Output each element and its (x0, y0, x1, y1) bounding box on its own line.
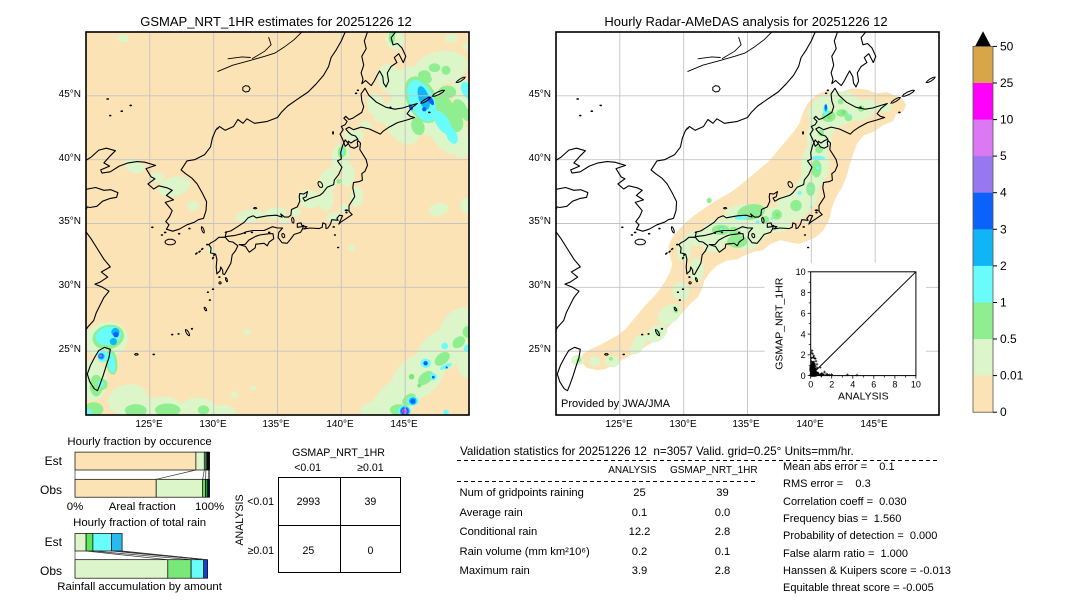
svg-text:0: 0 (808, 380, 813, 390)
svg-text:0.5: 0.5 (1000, 332, 1017, 346)
svg-text:25: 25 (1000, 76, 1014, 90)
svg-text:GSMAP_NRT_1HR: GSMAP_NRT_1HR (774, 277, 786, 369)
svg-text:2: 2 (1000, 259, 1007, 273)
svg-text:8: 8 (892, 380, 897, 390)
svg-text:4: 4 (850, 380, 855, 390)
svg-text:Provided by JWA/JMA: Provided by JWA/JMA (561, 398, 671, 410)
svg-text:10: 10 (1000, 113, 1014, 127)
svg-text:ANALYSIS: ANALYSIS (838, 391, 889, 403)
svg-text:1: 1 (1000, 296, 1007, 310)
svg-text:6: 6 (871, 380, 876, 390)
svg-text:0: 0 (1000, 405, 1007, 419)
svg-text:10: 10 (796, 267, 806, 277)
svg-text:10: 10 (911, 380, 921, 390)
svg-text:0.01: 0.01 (1000, 369, 1024, 383)
svg-text:2: 2 (801, 350, 806, 360)
svg-text:0: 0 (801, 371, 806, 381)
svg-text:6: 6 (801, 309, 806, 319)
svg-text:5: 5 (1000, 149, 1007, 163)
svg-text:8: 8 (801, 288, 806, 298)
svg-text:50: 50 (1000, 39, 1014, 53)
svg-text:4: 4 (801, 330, 806, 340)
svg-text:4: 4 (1000, 186, 1007, 200)
svg-text:3: 3 (1000, 222, 1007, 236)
svg-text:2: 2 (829, 380, 834, 390)
